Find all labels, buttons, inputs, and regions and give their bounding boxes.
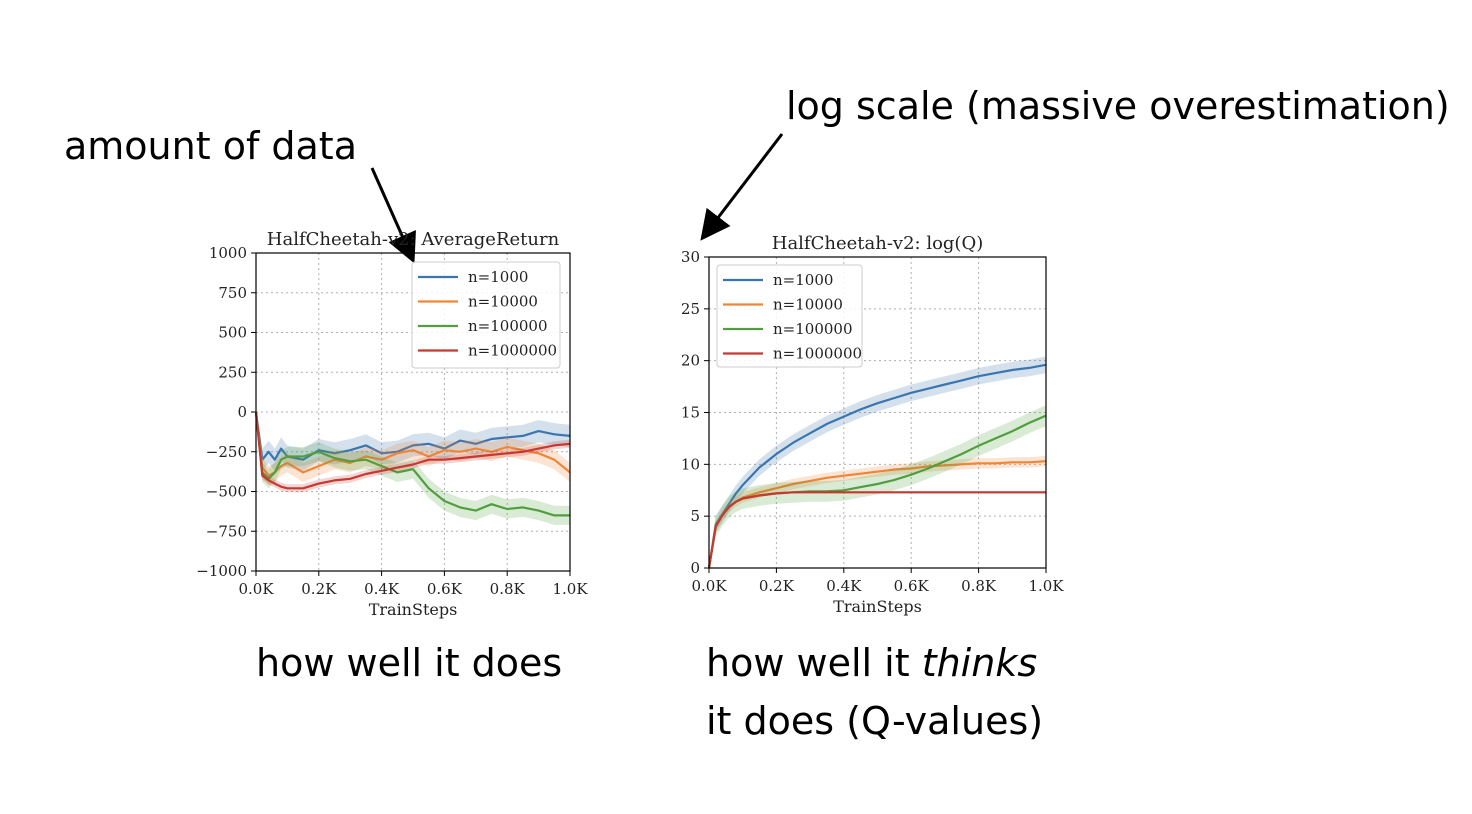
x-axis-label: TrainSteps (369, 600, 458, 619)
y-tick-label: −1000 (196, 562, 247, 580)
x-tick-label: 1.0K (1028, 577, 1064, 595)
series-line-n-1000000 (254, 411, 571, 490)
legend-label-n-1000: n=1000 (773, 271, 833, 289)
band-n-1000 (256, 412, 570, 471)
plot-frame (708, 256, 1047, 569)
plot-frame (255, 252, 571, 572)
y-tick-label: −750 (206, 522, 247, 540)
chart-log-q: HalfCheetah-v2: log(Q) 0.0K 0.2K 0.4K 0.6K 0.… (681, 233, 1064, 616)
band-n-1000000 (256, 412, 570, 493)
arrow-log-scale (700, 133, 784, 241)
x-tick-label: 0.6K (894, 577, 930, 595)
legend-label-n-100000: n=100000 (468, 317, 548, 335)
y-tick-label: 25 (681, 300, 700, 318)
series-line-n-10000 (254, 411, 571, 477)
band-n-10000 (256, 412, 570, 486)
x-tick-label: 0.4K (826, 577, 862, 595)
legend-label-n-1000000: n=1000000 (773, 345, 862, 363)
legend: n=1000 n=10000 n=100000 n=1000000 (716, 264, 863, 368)
legend-label-n-10000: n=10000 (773, 296, 843, 314)
x-tick-label: 0.4K (364, 580, 400, 598)
legend-label-n-100000: n=100000 (773, 320, 853, 338)
series-line-n-1000 (707, 363, 1047, 569)
y-tick-label: 0 (237, 403, 247, 421)
caption-right: how well it thinks it does (Q-values) (706, 634, 1043, 750)
y-tick-label: −250 (206, 443, 247, 461)
y-tick-label: 1000 (209, 244, 247, 262)
caption-right-part1: how well it (706, 641, 922, 685)
legend-box (716, 264, 863, 368)
legend-box (411, 261, 561, 369)
band-n-1000 (709, 356, 1046, 568)
annotation-amount-of-data: amount of data (64, 124, 357, 168)
x-tick-label: 0.2K (301, 580, 337, 598)
caption-right-line2: it does (Q-values) (706, 699, 1044, 743)
legend-label-n-10000: n=10000 (468, 293, 538, 311)
y-tick-label: 500 (218, 324, 247, 342)
y-tick-label: 20 (681, 352, 700, 370)
x-tick-label: 0.2K (759, 577, 795, 595)
y-tick-label: 0 (690, 559, 700, 577)
y-tick-label: 10 (681, 455, 700, 473)
x-tick-label: 0.6K (427, 580, 463, 598)
y-tick-label: −500 (206, 483, 247, 501)
annotation-log-scale: log scale (massive overestimation) (786, 84, 1450, 128)
y-tick-label: 250 (218, 363, 247, 381)
caption-left: how well it does (256, 641, 563, 685)
chart-average-return: HalfCheetah-v2: AverageReturn 0.0K 0.2K 0.4… (196, 229, 588, 619)
chart-title: HalfCheetah-v2: AverageReturn (267, 229, 560, 250)
legend: n=1000 n=10000 n=100000 n=1000000 (411, 261, 561, 369)
x-tick-label: 0.0K (238, 580, 274, 598)
x-axis-label: TrainSteps (833, 597, 922, 616)
legend-label-n-1000: n=1000 (468, 268, 528, 286)
caption-right-italic: thinks (921, 641, 1038, 685)
arrow-amount-of-data (370, 167, 416, 264)
x-tick-label: 1.0K (552, 580, 588, 598)
y-tick-label: 30 (681, 248, 700, 266)
x-tick-label: 0.0K (691, 577, 727, 595)
band-n-100000 (709, 405, 1046, 568)
chart-title: HalfCheetah-v2: log(Q) (772, 233, 983, 254)
y-tick-label: 750 (218, 284, 247, 302)
y-tick-label: 15 (681, 404, 700, 422)
series-line-n-1000 (254, 411, 571, 461)
y-tick-label: 5 (690, 507, 700, 525)
series-line-n-1000000 (707, 491, 1046, 569)
x-tick-label: 0.8K (490, 580, 526, 598)
x-tick-label: 0.8K (961, 577, 997, 595)
legend-label-n-1000000: n=1000000 (468, 342, 557, 360)
